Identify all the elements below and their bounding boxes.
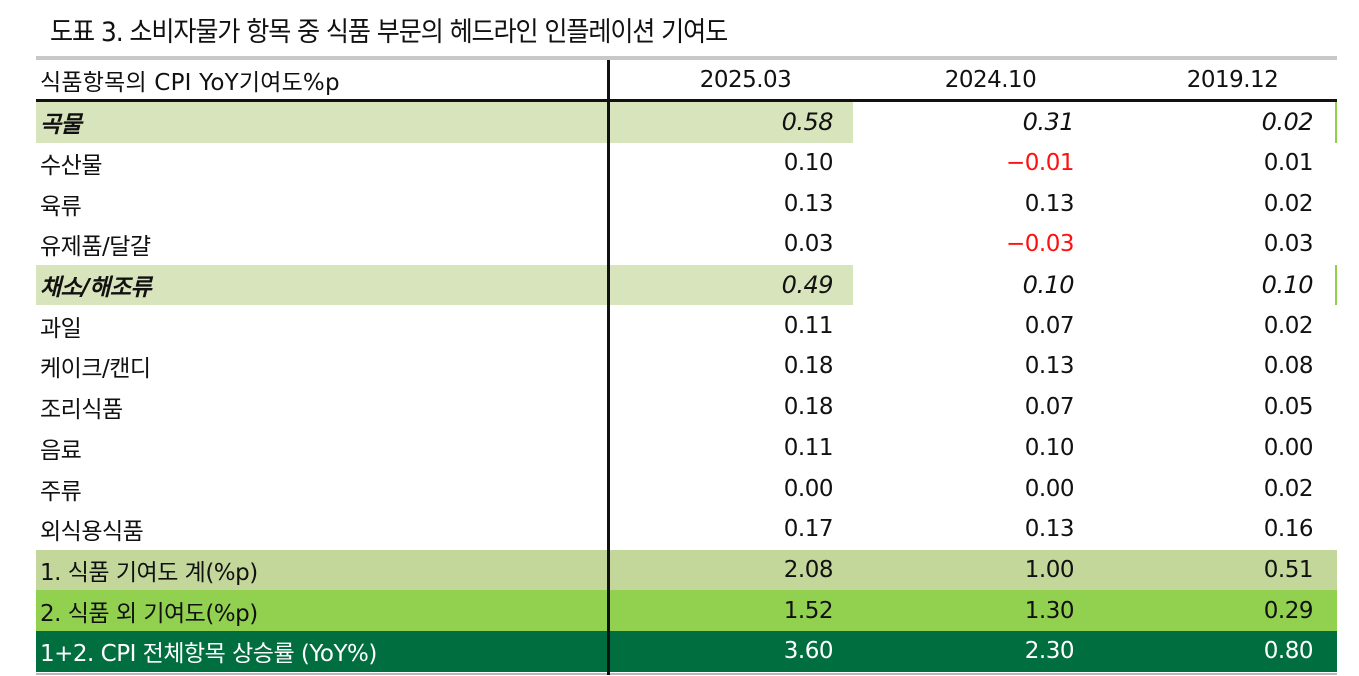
table-row: 주류 0.00 0.00 0.02	[36, 468, 1337, 509]
bottom-rule	[36, 673, 1337, 675]
cell-2025-03: 0.17	[783, 516, 834, 543]
header-label: 식품항목의 CPI YoY기여도%p	[40, 69, 340, 96]
cell-2019-12: 0.03	[1263, 231, 1314, 258]
cell-2024-10: 0.13	[1024, 516, 1075, 543]
row-label: 2. 식품 외 기여도(%p)	[40, 600, 258, 627]
cell-2019-12: 0.02	[1263, 312, 1314, 339]
table-row: 과일 0.11 0.07 0.02	[36, 305, 1337, 346]
header-col-2024-10: 2024.10	[944, 66, 1037, 93]
cell-2024-10-negative: −0.01	[1006, 150, 1074, 177]
table-row: 케이크/캔디 0.18 0.13 0.08	[36, 346, 1337, 387]
cell-2025-03: 0.11	[783, 312, 834, 339]
row-edge-marker	[1335, 102, 1337, 143]
cell-2024-10: 0.10	[1024, 434, 1075, 461]
row-label: 과일	[40, 315, 82, 342]
cell-2025-03: 0.03	[783, 231, 834, 258]
row-label: 주류	[40, 478, 82, 505]
row-label: 1. 식품 기여도 계(%p)	[40, 559, 258, 586]
cell-2024-10: 0.07	[1024, 312, 1075, 339]
table-row: 외식용식품 0.17 0.13 0.16	[36, 509, 1337, 550]
table-row: 조리식품 0.18 0.07 0.05	[36, 387, 1337, 428]
row-label: 육류	[40, 193, 82, 220]
row-label: 유제품/달걀	[40, 234, 151, 261]
row-label: 케이크/캔디	[40, 356, 151, 383]
table-row: 육류 0.13 0.13 0.02	[36, 183, 1337, 224]
cell-2025-03: 0.10	[783, 150, 834, 177]
cell-2024-10: 0.10	[1022, 271, 1075, 300]
row-label: 곡물	[40, 112, 82, 139]
cell-2025-03: 0.18	[783, 394, 834, 421]
row-label: 채소/해조류	[40, 275, 152, 302]
cell-2025-03: 0.11	[783, 434, 834, 461]
header-col-2025-03: 2025.03	[699, 66, 792, 93]
header-col-2019-12: 2019.12	[1186, 66, 1279, 93]
table-row-category: 채소/해조류 0.49 0.10 0.10	[36, 264, 1337, 306]
row-highlight	[36, 264, 853, 306]
table-row: 음료 0.11 0.10 0.00	[36, 428, 1337, 469]
row-highlight	[36, 102, 853, 143]
cell-2019-12: 0.10	[1261, 271, 1314, 300]
cell-2019-12: 0.29	[1263, 597, 1314, 624]
cell-2019-12: 0.80	[1263, 638, 1314, 665]
top-rule	[36, 56, 1337, 60]
summary-row-cpi-total: 1+2. CPI 전체항목 상승률 (YoY%) 3.60 2.30 0.80	[36, 630, 1337, 672]
row-label: 조리식품	[40, 397, 123, 424]
cell-2024-10-negative: −0.03	[1006, 231, 1074, 258]
row-label: 1+2. CPI 전체항목 상승률 (YoY%)	[40, 641, 377, 668]
table-header-row: 식품항목의 CPI YoY기여도%p 2025.03 2024.10 2019.…	[36, 60, 1337, 102]
row-label: 수산물	[40, 153, 102, 180]
cell-2019-12: 0.16	[1263, 516, 1314, 543]
cell-2019-12: 0.02	[1263, 475, 1314, 502]
cell-2024-10: 0.13	[1024, 353, 1075, 380]
cell-2024-10: 0.13	[1024, 190, 1075, 217]
cell-2025-03: 3.60	[783, 638, 834, 665]
cell-2024-10: 0.31	[1022, 108, 1075, 137]
cell-2025-03: 0.49	[781, 271, 834, 300]
cell-2025-03: 0.58	[781, 108, 834, 137]
table-title: 도표 3. 소비자물가 항목 중 식품 부문의 헤드라인 인플레이션 기여도	[50, 17, 728, 48]
cell-2024-10: 1.00	[1024, 556, 1075, 583]
summary-row-food-total: 1. 식품 기여도 계(%p) 2.08 1.00 0.51	[36, 549, 1337, 591]
cell-2024-10: 2.30	[1024, 638, 1075, 665]
cpi-contribution-table: 식품항목의 CPI YoY기여도%p 2025.03 2024.10 2019.…	[36, 60, 1337, 675]
row-label: 외식용식품	[40, 519, 144, 546]
column-divider	[607, 60, 610, 675]
cell-2019-12: 0.02	[1261, 108, 1314, 137]
cell-2019-12: 0.08	[1263, 353, 1314, 380]
row-label: 음료	[40, 437, 82, 464]
cell-2024-10: 0.00	[1024, 475, 1075, 502]
cell-2019-12: 0.02	[1263, 190, 1314, 217]
table-row: 수산물 0.10 −0.01 0.01	[36, 143, 1337, 184]
cell-2025-03: 0.00	[783, 475, 834, 502]
table-row: 유제품/달걀 0.03 −0.03 0.03	[36, 224, 1337, 265]
cell-2019-12: 0.51	[1263, 556, 1314, 583]
cell-2025-03: 0.18	[783, 353, 834, 380]
cell-2025-03: 1.52	[783, 597, 834, 624]
cell-2019-12: 0.05	[1263, 394, 1314, 421]
cell-2024-10: 1.30	[1024, 597, 1075, 624]
cell-2019-12: 0.01	[1263, 150, 1314, 177]
row-edge-marker	[1335, 264, 1337, 306]
cell-2019-12: 0.00	[1263, 434, 1314, 461]
cell-2025-03: 0.13	[783, 190, 834, 217]
cell-2025-03: 2.08	[783, 556, 834, 583]
table-row-category: 곡물 0.58 0.31 0.02	[36, 102, 1337, 143]
summary-row-non-food: 2. 식품 외 기여도(%p) 1.52 1.30 0.29	[36, 590, 1337, 631]
cell-2024-10: 0.07	[1024, 394, 1075, 421]
